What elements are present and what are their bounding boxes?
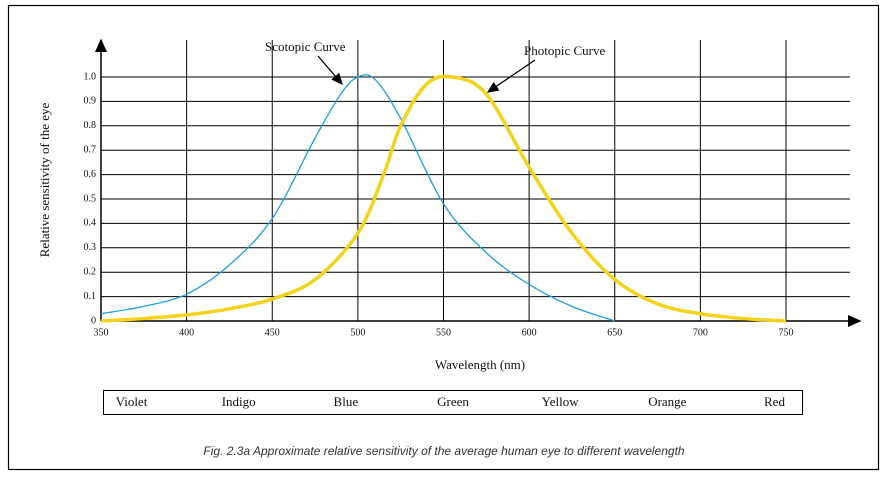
x-tick-label: 700 <box>693 327 708 338</box>
curve <box>100 74 615 322</box>
photopic-annotation: Photopic Curve <box>524 43 605 58</box>
x-tick-label: 550 <box>436 327 451 338</box>
spectrum-label: Violet <box>116 394 148 409</box>
y-tick-label: 0.4 <box>84 218 97 229</box>
spectrum-label: Yellow <box>542 394 580 409</box>
x-tick-label: 600 <box>522 327 537 338</box>
annotation-arrow <box>486 59 536 93</box>
x-tick-label: 750 <box>779 327 794 338</box>
curve <box>100 74 787 323</box>
caption: Fig. 2.3a Approximate relative sensitivi… <box>203 444 684 458</box>
spectrum-label: Green <box>437 394 469 409</box>
x-tick-label: 450 <box>265 327 280 338</box>
x-tick-label: 400 <box>179 327 194 338</box>
annotation-arrow <box>317 55 343 85</box>
spectrum-label: Red <box>764 394 785 409</box>
x-tick-label: 500 <box>350 327 365 338</box>
spectrum-band <box>103 390 803 415</box>
y-tick-label: 0.1 <box>84 291 97 302</box>
x-axis-label: Wavelength (nm) <box>435 357 525 372</box>
y-tick-label: 0.6 <box>84 169 97 180</box>
y-tick-label: 0.3 <box>84 242 97 253</box>
y-axis-label: Relative sensitivity of the eye <box>37 103 52 258</box>
y-tick-label: 0.5 <box>84 193 97 204</box>
y-tick-label: 0.2 <box>84 266 97 277</box>
scotopic-annotation: Scotopic Curve <box>265 39 346 54</box>
spectrum-label: Orange <box>648 394 686 409</box>
y-tick-label: 0.8 <box>84 120 97 131</box>
spectrum-label: Indigo <box>222 394 256 409</box>
x-tick-label: 650 <box>607 327 622 338</box>
frame <box>7 4 880 471</box>
x-tick-label: 350 <box>94 327 109 338</box>
y-tick-label: 0.9 <box>84 96 97 107</box>
y-tick-label: 0.7 <box>84 144 97 155</box>
y-tick-label: 0 <box>91 315 96 326</box>
y-tick-label: 1.0 <box>84 71 97 82</box>
spectrum-label: Blue <box>334 394 359 409</box>
